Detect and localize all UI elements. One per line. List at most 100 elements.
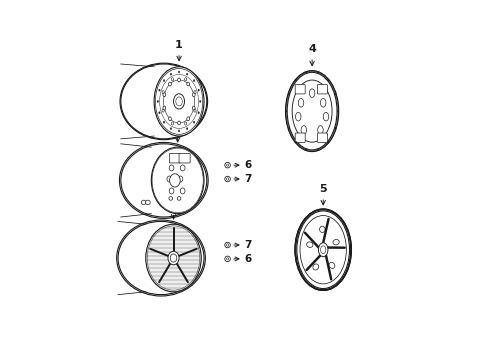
Ellipse shape [177, 197, 181, 200]
Ellipse shape [173, 94, 185, 109]
Ellipse shape [187, 73, 188, 75]
FancyBboxPatch shape [170, 153, 180, 163]
Ellipse shape [163, 80, 165, 82]
Ellipse shape [317, 72, 319, 73]
Ellipse shape [337, 110, 339, 112]
Ellipse shape [178, 71, 180, 73]
FancyBboxPatch shape [295, 85, 305, 94]
Ellipse shape [225, 256, 230, 262]
Ellipse shape [320, 99, 326, 107]
Ellipse shape [146, 224, 201, 292]
Ellipse shape [159, 89, 160, 91]
Ellipse shape [162, 91, 164, 94]
Ellipse shape [178, 176, 183, 182]
Ellipse shape [198, 89, 199, 91]
Ellipse shape [335, 127, 336, 129]
Ellipse shape [288, 93, 290, 95]
Ellipse shape [225, 176, 230, 182]
Ellipse shape [292, 80, 332, 142]
Text: 4: 4 [308, 44, 316, 66]
Ellipse shape [320, 246, 326, 253]
Ellipse shape [120, 143, 208, 219]
Ellipse shape [295, 79, 296, 81]
Ellipse shape [317, 149, 319, 151]
Text: 6: 6 [245, 254, 252, 264]
Ellipse shape [178, 130, 180, 132]
Ellipse shape [163, 121, 165, 123]
Ellipse shape [225, 162, 230, 168]
Text: 5: 5 [319, 184, 327, 205]
Text: 2: 2 [174, 122, 181, 142]
Ellipse shape [295, 209, 351, 291]
Ellipse shape [194, 80, 195, 82]
Ellipse shape [286, 110, 287, 112]
Ellipse shape [154, 67, 204, 136]
Ellipse shape [157, 100, 159, 102]
Text: 7: 7 [245, 174, 252, 184]
Ellipse shape [329, 262, 335, 269]
Ellipse shape [187, 82, 190, 86]
Ellipse shape [146, 200, 150, 204]
Ellipse shape [169, 117, 171, 121]
Ellipse shape [151, 147, 204, 214]
Ellipse shape [226, 258, 229, 260]
FancyBboxPatch shape [179, 153, 190, 163]
Ellipse shape [194, 109, 196, 112]
Ellipse shape [198, 112, 199, 114]
Ellipse shape [306, 72, 307, 73]
Ellipse shape [169, 188, 174, 194]
Ellipse shape [193, 93, 195, 97]
Ellipse shape [170, 174, 180, 187]
Ellipse shape [319, 226, 325, 233]
Ellipse shape [167, 176, 171, 182]
Ellipse shape [169, 165, 174, 171]
Ellipse shape [193, 106, 195, 110]
Text: 1: 1 [175, 40, 183, 61]
Ellipse shape [163, 106, 166, 110]
Ellipse shape [301, 126, 307, 134]
Ellipse shape [185, 122, 187, 125]
Ellipse shape [178, 78, 180, 82]
Ellipse shape [288, 127, 290, 129]
Ellipse shape [318, 243, 328, 257]
Ellipse shape [226, 164, 229, 166]
Ellipse shape [141, 200, 146, 204]
Ellipse shape [178, 121, 180, 125]
Ellipse shape [306, 149, 307, 151]
Ellipse shape [225, 242, 230, 248]
Ellipse shape [313, 264, 318, 270]
Ellipse shape [327, 141, 329, 143]
Ellipse shape [172, 122, 173, 125]
Ellipse shape [180, 165, 185, 171]
Ellipse shape [286, 71, 339, 152]
Ellipse shape [300, 216, 346, 284]
FancyBboxPatch shape [318, 133, 327, 143]
Ellipse shape [185, 78, 187, 81]
Ellipse shape [170, 128, 172, 130]
Ellipse shape [169, 82, 171, 86]
Ellipse shape [323, 112, 329, 121]
Ellipse shape [187, 128, 188, 130]
Text: 6: 6 [245, 160, 252, 170]
Ellipse shape [199, 100, 201, 102]
Ellipse shape [159, 112, 160, 114]
Ellipse shape [180, 188, 185, 194]
Ellipse shape [187, 117, 190, 121]
Ellipse shape [307, 242, 313, 247]
Ellipse shape [327, 79, 329, 81]
Ellipse shape [169, 197, 172, 200]
Ellipse shape [333, 239, 339, 245]
Text: 3: 3 [170, 199, 177, 219]
Text: 7: 7 [245, 240, 252, 250]
Ellipse shape [318, 126, 323, 134]
FancyBboxPatch shape [318, 85, 327, 94]
Ellipse shape [194, 121, 195, 123]
Ellipse shape [295, 112, 301, 121]
Ellipse shape [163, 93, 166, 97]
Ellipse shape [117, 220, 205, 296]
Ellipse shape [170, 73, 172, 75]
FancyBboxPatch shape [295, 133, 305, 143]
Ellipse shape [309, 89, 315, 97]
Ellipse shape [168, 251, 179, 265]
Ellipse shape [172, 78, 173, 81]
